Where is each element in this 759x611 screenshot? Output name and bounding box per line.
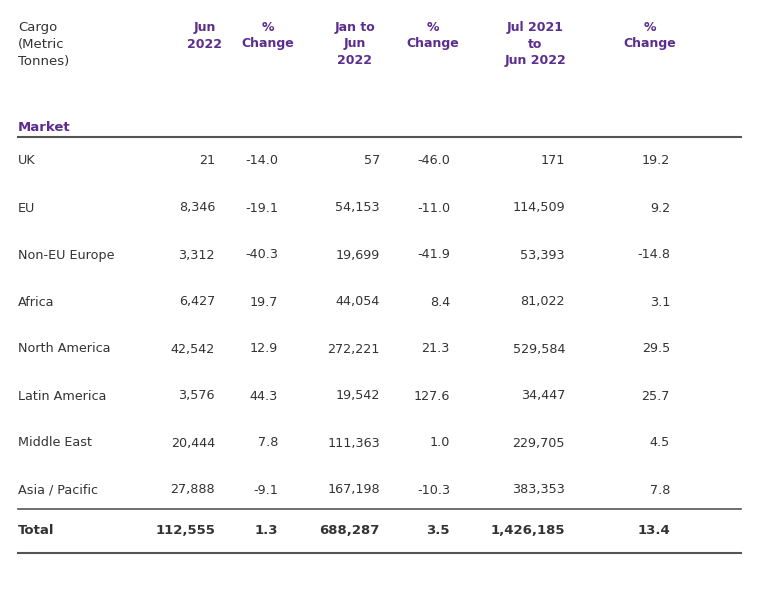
Text: 9.2: 9.2 <box>650 202 670 214</box>
Text: 1,426,185: 1,426,185 <box>490 524 565 538</box>
Text: 4.5: 4.5 <box>650 436 670 450</box>
Text: 12.9: 12.9 <box>250 343 278 356</box>
Text: 19.2: 19.2 <box>642 155 670 167</box>
Text: -11.0: -11.0 <box>417 202 450 214</box>
Text: 20,444: 20,444 <box>171 436 215 450</box>
Text: Middle East: Middle East <box>18 436 92 450</box>
Text: 13.4: 13.4 <box>638 524 670 538</box>
Text: 53,393: 53,393 <box>521 249 565 262</box>
Text: Jun
2022: Jun 2022 <box>187 21 222 51</box>
Text: 111,363: 111,363 <box>327 436 380 450</box>
Text: Market: Market <box>18 121 71 134</box>
Text: Jul 2021
to
Jun 2022: Jul 2021 to Jun 2022 <box>504 21 566 67</box>
Text: 167,198: 167,198 <box>327 483 380 497</box>
Text: 25.7: 25.7 <box>641 389 670 403</box>
Text: EU: EU <box>18 202 36 214</box>
Text: Jan to
Jun
2022: Jan to Jun 2022 <box>335 21 376 67</box>
Text: 44,054: 44,054 <box>335 296 380 309</box>
Text: North America: North America <box>18 343 111 356</box>
Text: 3.5: 3.5 <box>427 524 450 538</box>
Text: Latin America: Latin America <box>18 389 106 403</box>
Text: 29.5: 29.5 <box>642 343 670 356</box>
Text: 6,427: 6,427 <box>179 296 215 309</box>
Text: UK: UK <box>18 155 36 167</box>
Text: Non-EU Europe: Non-EU Europe <box>18 249 115 262</box>
Text: 27,888: 27,888 <box>170 483 215 497</box>
Text: 19.7: 19.7 <box>250 296 278 309</box>
Text: 127.6: 127.6 <box>414 389 450 403</box>
Text: 34,447: 34,447 <box>521 389 565 403</box>
Text: 44.3: 44.3 <box>250 389 278 403</box>
Text: -10.3: -10.3 <box>417 483 450 497</box>
Text: -46.0: -46.0 <box>417 155 450 167</box>
Text: -9.1: -9.1 <box>253 483 278 497</box>
Text: 54,153: 54,153 <box>335 202 380 214</box>
Text: Cargo
(Metric
Tonnes): Cargo (Metric Tonnes) <box>18 21 69 68</box>
Text: 272,221: 272,221 <box>328 343 380 356</box>
Text: -40.3: -40.3 <box>245 249 278 262</box>
Text: Africa: Africa <box>18 296 55 309</box>
Text: -14.0: -14.0 <box>245 155 278 167</box>
Text: 21.3: 21.3 <box>422 343 450 356</box>
Text: Asia / Pacific: Asia / Pacific <box>18 483 98 497</box>
Text: 19,699: 19,699 <box>335 249 380 262</box>
Text: 3,312: 3,312 <box>178 249 215 262</box>
Text: 3.1: 3.1 <box>650 296 670 309</box>
Text: 114,509: 114,509 <box>512 202 565 214</box>
Text: 57: 57 <box>364 155 380 167</box>
Text: -14.8: -14.8 <box>637 249 670 262</box>
Text: -19.1: -19.1 <box>245 202 278 214</box>
Text: 383,353: 383,353 <box>512 483 565 497</box>
Text: -41.9: -41.9 <box>417 249 450 262</box>
Text: 21: 21 <box>199 155 215 167</box>
Text: 688,287: 688,287 <box>320 524 380 538</box>
Text: 81,022: 81,022 <box>521 296 565 309</box>
Text: 229,705: 229,705 <box>512 436 565 450</box>
Text: 7.8: 7.8 <box>257 436 278 450</box>
Text: 171: 171 <box>540 155 565 167</box>
Text: 1.3: 1.3 <box>254 524 278 538</box>
Text: 112,555: 112,555 <box>155 524 215 538</box>
Text: 7.8: 7.8 <box>650 483 670 497</box>
Text: Total: Total <box>18 524 55 538</box>
Text: 8,346: 8,346 <box>178 202 215 214</box>
Text: %
Change: % Change <box>624 21 676 51</box>
Text: %
Change: % Change <box>407 21 459 51</box>
Text: 42,542: 42,542 <box>171 343 215 356</box>
Text: 529,584: 529,584 <box>512 343 565 356</box>
Text: 3,576: 3,576 <box>178 389 215 403</box>
Text: 1.0: 1.0 <box>430 436 450 450</box>
Text: 8.4: 8.4 <box>430 296 450 309</box>
Text: 19,542: 19,542 <box>335 389 380 403</box>
Text: %
Change: % Change <box>241 21 294 51</box>
